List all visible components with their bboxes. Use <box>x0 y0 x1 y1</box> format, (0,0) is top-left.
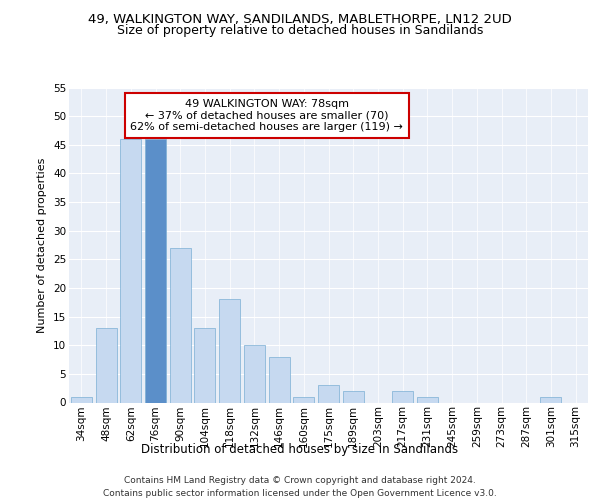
Text: Size of property relative to detached houses in Sandilands: Size of property relative to detached ho… <box>117 24 483 37</box>
Text: Contains HM Land Registry data © Crown copyright and database right 2024.: Contains HM Land Registry data © Crown c… <box>124 476 476 485</box>
Bar <box>145 139 166 402</box>
Y-axis label: Number of detached properties: Number of detached properties <box>37 158 47 332</box>
Text: 49 WALKINGTON WAY: 78sqm
← 37% of detached houses are smaller (70)
62% of semi-d: 49 WALKINGTON WAY: 78sqm ← 37% of detach… <box>130 99 403 132</box>
Bar <box>219 300 240 403</box>
Bar <box>170 248 191 402</box>
Bar <box>293 397 314 402</box>
Text: Contains public sector information licensed under the Open Government Licence v3: Contains public sector information licen… <box>103 489 497 498</box>
Text: Distribution of detached houses by size in Sandilands: Distribution of detached houses by size … <box>142 442 458 456</box>
Bar <box>343 391 364 402</box>
Bar <box>392 391 413 402</box>
Bar <box>318 386 339 402</box>
Bar <box>417 397 438 402</box>
Bar <box>194 328 215 402</box>
Bar <box>269 356 290 403</box>
Bar <box>120 139 141 402</box>
Bar <box>541 397 562 402</box>
Bar <box>244 345 265 403</box>
Bar <box>95 328 116 402</box>
Text: 49, WALKINGTON WAY, SANDILANDS, MABLETHORPE, LN12 2UD: 49, WALKINGTON WAY, SANDILANDS, MABLETHO… <box>88 12 512 26</box>
Bar <box>71 397 92 402</box>
